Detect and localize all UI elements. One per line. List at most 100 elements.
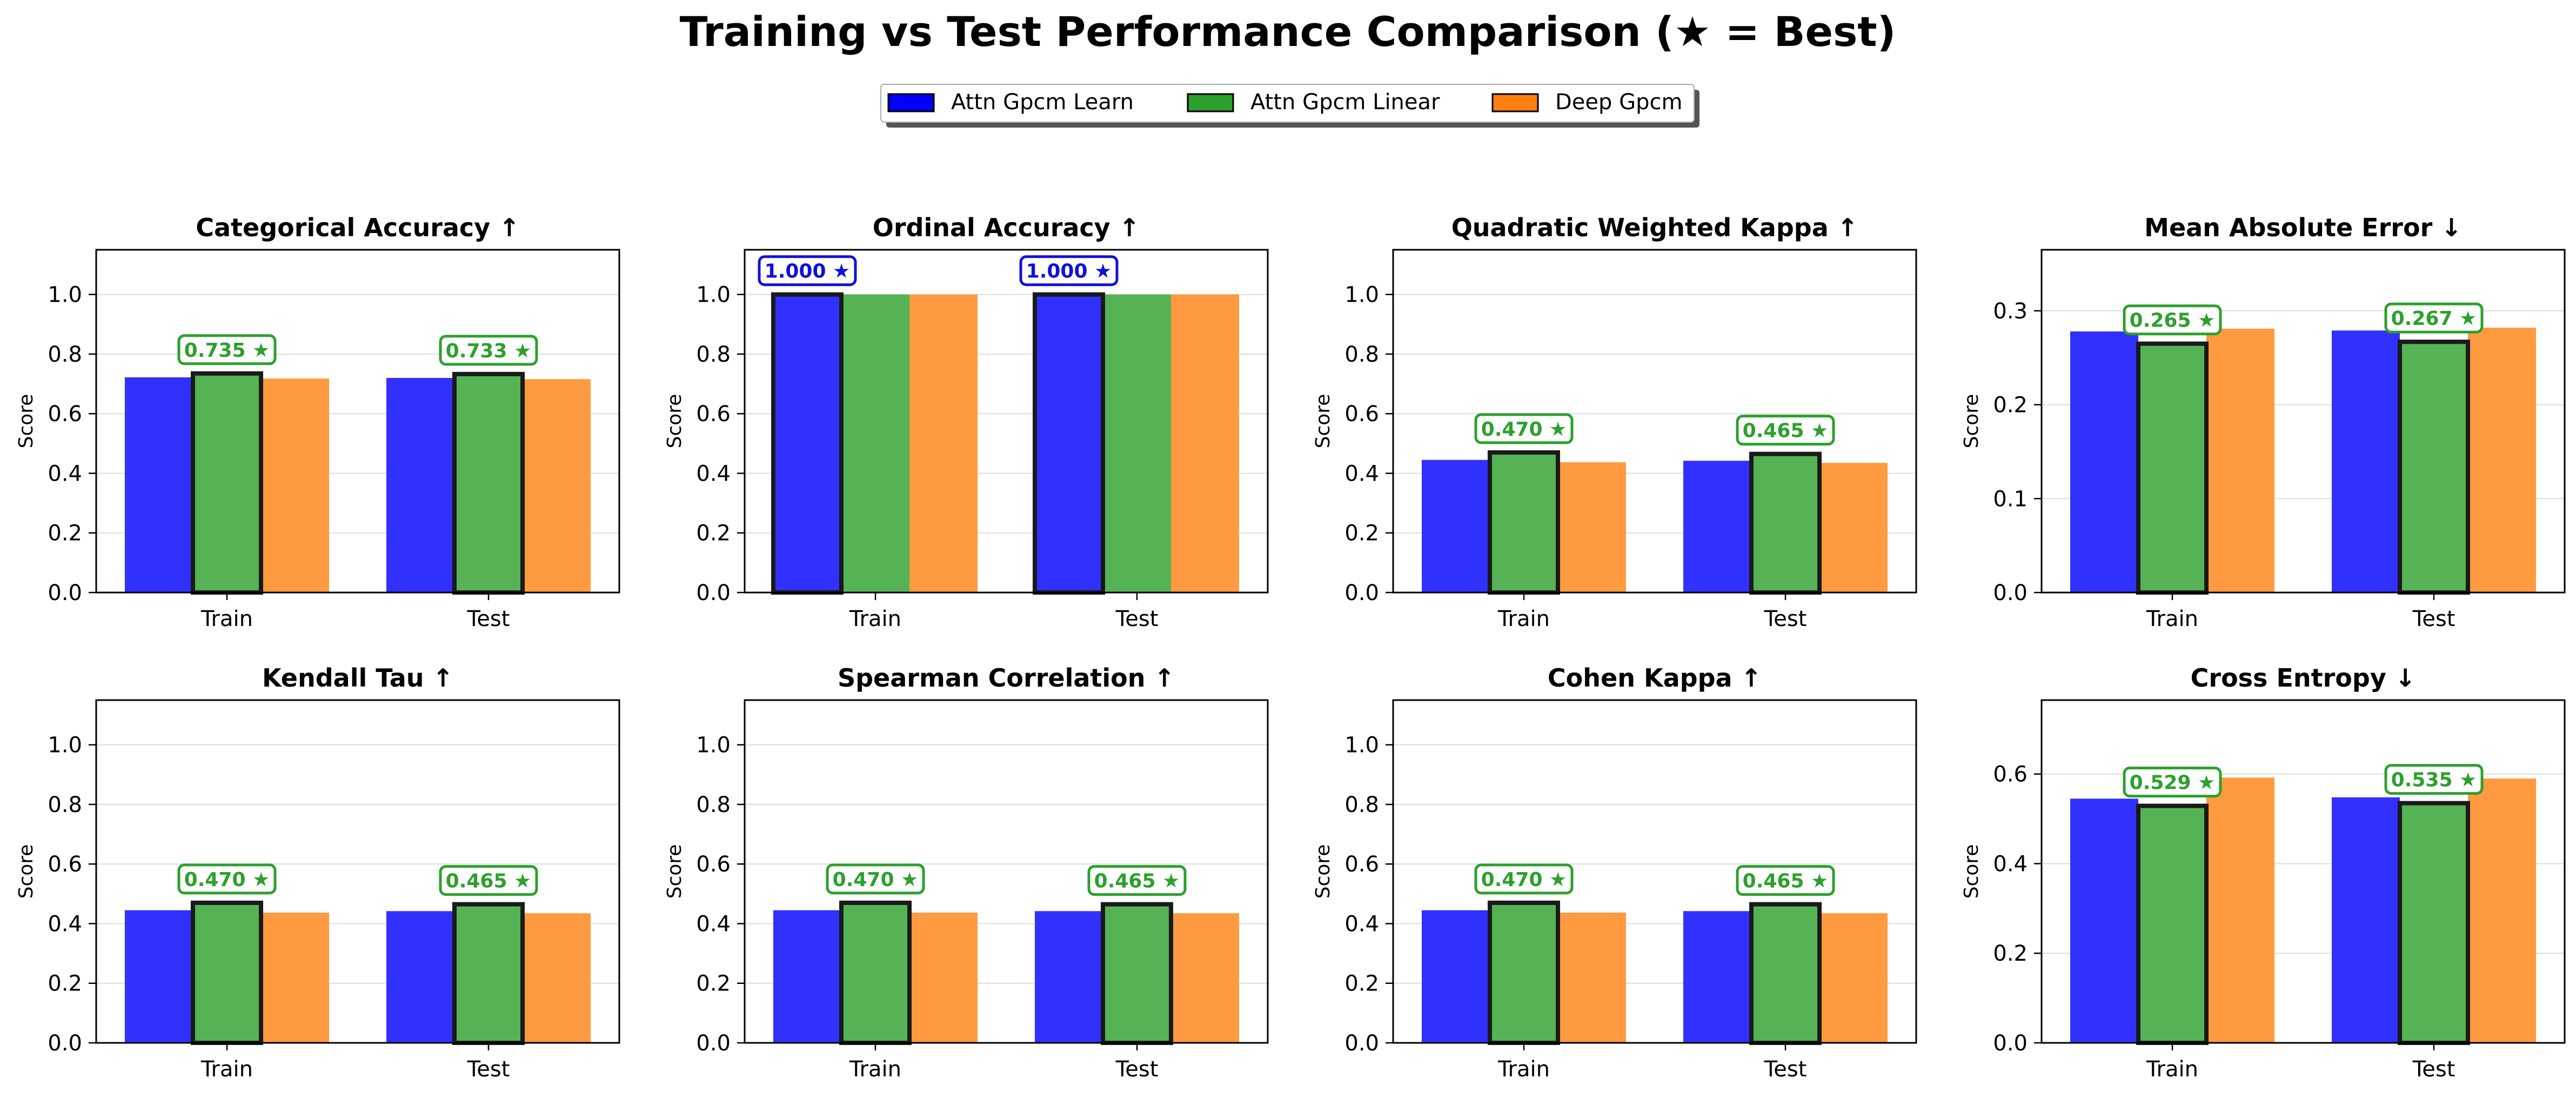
best-label-box — [439, 865, 538, 896]
best-value-label: 0.267 ★ — [2384, 302, 2484, 334]
y-tick-label: 0.4 — [1993, 851, 2028, 876]
best-value-label: 0.470 ★ — [1474, 413, 1574, 444]
bar — [1819, 913, 1888, 1043]
bar — [2332, 330, 2400, 593]
y-axis-label: Score — [1961, 844, 1983, 899]
best-label-box — [1736, 865, 1835, 896]
y-tick-label: 0.6 — [1344, 402, 1379, 427]
bar — [125, 377, 193, 593]
x-tick-label: Test — [467, 1057, 510, 1082]
bar — [1171, 913, 1239, 1043]
y-tick-label: 0.0 — [696, 581, 731, 605]
x-tick-label: Train — [1497, 607, 1550, 631]
x-tick-label: Train — [849, 607, 901, 631]
x-tick-label: Train — [2146, 607, 2198, 631]
y-tick-label: 0.4 — [48, 911, 82, 936]
y-tick-label: 0.0 — [1344, 1031, 1379, 1056]
legend-frame — [880, 84, 1695, 123]
bar — [1490, 902, 1558, 1043]
y-tick-label: 0.4 — [1344, 461, 1379, 486]
y-tick-label: 1.0 — [696, 283, 731, 308]
x-tick-label: Train — [849, 1057, 901, 1082]
bar — [261, 378, 329, 593]
best-label-text: 0.465 ★ — [1743, 870, 1829, 893]
y-tick-label: 1.0 — [48, 733, 82, 758]
best-label-text: 0.535 ★ — [2391, 769, 2477, 791]
best-label-text: 0.470 ★ — [833, 869, 919, 891]
y-tick-label: 0.0 — [1344, 581, 1379, 605]
y-tick-label: 0.8 — [696, 793, 731, 817]
legend-entry: Attn Gpcm Linear — [1187, 90, 1440, 115]
y-tick-label: 0.4 — [48, 461, 82, 486]
bar — [2138, 343, 2206, 593]
figure-title: Training vs Test Performance Comparison … — [680, 8, 1896, 56]
bar — [2468, 778, 2536, 1043]
best-label-text: 0.735 ★ — [184, 340, 270, 362]
best-value-label: 0.465 ★ — [1736, 865, 1835, 896]
axes-frame — [744, 699, 1269, 1044]
subplot: Cross Entropy ↓ 0.0 0.2 0.4 0.6 Score Train Tes… — [1961, 663, 2566, 1082]
x-tick-label: Train — [2146, 1057, 2198, 1082]
subplot: Cohen Kappa ↑ 0.0 0.2 0.4 0.6 0.8 1.0 Score Trai… — [1312, 663, 1917, 1082]
y-tick-label: 0.6 — [48, 402, 82, 427]
best-value-label: 0.265 ★ — [2123, 304, 2222, 336]
y-tick-label: 0.4 — [696, 461, 731, 486]
bar — [2070, 798, 2138, 1043]
y-axis-label: Score — [1312, 844, 1334, 899]
y-tick-label: 0.8 — [1344, 342, 1379, 367]
legend-swatch — [887, 93, 935, 112]
bar — [1683, 911, 1751, 1043]
subplot: Spearman Correlation ↑ 0.0 0.2 0.4 0.6 0.8 1.0… — [664, 663, 1269, 1082]
bar — [1422, 910, 1490, 1043]
axes-frame — [95, 249, 620, 594]
subplot: Mean Absolute Error ↓ 0.0 0.1 0.2 0.3 Score Tr… — [1961, 213, 2566, 631]
bar — [1422, 460, 1490, 593]
axes-frame — [1392, 699, 1917, 1044]
x-tick-label: Train — [200, 1057, 253, 1082]
bar — [2400, 803, 2468, 1043]
subplot-title: Cross Entropy ↓ — [2191, 663, 2416, 693]
bar — [2206, 777, 2274, 1043]
y-axis-label: Score — [664, 394, 686, 449]
best-label-text: 0.529 ★ — [2130, 772, 2216, 794]
best-value-label: 0.735 ★ — [177, 334, 277, 365]
bar — [2206, 328, 2274, 593]
best-label-text: 1.000 ★ — [765, 261, 851, 283]
bar — [2138, 806, 2206, 1043]
bar — [125, 910, 193, 1043]
bar — [2468, 328, 2536, 593]
bar — [1751, 904, 1819, 1043]
bar — [1171, 294, 1239, 593]
best-label-text: 0.465 ★ — [446, 870, 532, 893]
y-tick-label: 0.3 — [1993, 299, 2028, 324]
legend: Attn Gpcm Learn Attn Gpcm Linear Deep Gpcm — [880, 84, 1700, 128]
y-tick-label: 0.2 — [1344, 971, 1379, 996]
best-value-label: 0.470 ★ — [1474, 863, 1574, 895]
x-tick-label: Test — [1115, 607, 1159, 631]
legend-swatch — [1491, 93, 1539, 112]
best-label-box — [2384, 764, 2484, 795]
best-label-box — [177, 334, 277, 365]
y-tick-label: 0.2 — [1344, 521, 1379, 546]
subplot: Quadratic Weighted Kappa ↑ 0.0 0.2 0.4 0.6 0.… — [1312, 213, 1917, 631]
y-tick-label: 0.8 — [48, 793, 82, 817]
bar — [773, 294, 841, 593]
y-tick-label: 0.0 — [696, 1031, 731, 1056]
x-tick-label: Test — [2412, 607, 2455, 631]
y-tick-label: 0.6 — [48, 852, 82, 877]
bar — [193, 902, 261, 1043]
bar — [1103, 904, 1171, 1043]
bar — [523, 379, 591, 593]
subplot: Categorical Accuracy ↑ 0.0 0.2 0.4 0.6 0.8 1.0… — [15, 213, 620, 631]
x-tick-label: Test — [467, 607, 510, 631]
best-label-box — [1736, 415, 1835, 446]
axes-frame — [2040, 249, 2566, 594]
subplot: Kendall Tau ↑ 0.0 0.2 0.4 0.6 0.8 1.0 Score Trai… — [15, 663, 620, 1082]
legend-swatch — [1187, 93, 1234, 112]
y-axis-label: Score — [1312, 394, 1334, 449]
bar — [2070, 331, 2138, 593]
y-tick-label: 0.2 — [48, 521, 82, 546]
subplot-title: Cohen Kappa ↑ — [1548, 663, 1762, 693]
bar — [1490, 452, 1558, 593]
best-value-label: 1.000 ★ — [758, 255, 857, 287]
